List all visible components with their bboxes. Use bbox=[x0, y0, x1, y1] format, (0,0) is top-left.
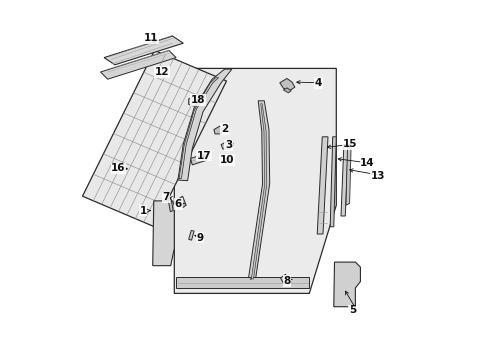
Polygon shape bbox=[176, 277, 309, 288]
Polygon shape bbox=[179, 196, 186, 208]
Polygon shape bbox=[152, 201, 174, 266]
Text: 17: 17 bbox=[197, 150, 211, 161]
Polygon shape bbox=[188, 230, 194, 240]
Text: 4: 4 bbox=[314, 78, 322, 88]
Polygon shape bbox=[188, 94, 201, 106]
Polygon shape bbox=[249, 104, 266, 279]
Text: 12: 12 bbox=[155, 67, 169, 77]
Text: 11: 11 bbox=[143, 33, 158, 43]
Text: 1: 1 bbox=[139, 206, 146, 216]
Text: 3: 3 bbox=[224, 140, 232, 150]
Text: 9: 9 bbox=[196, 233, 203, 243]
Polygon shape bbox=[104, 36, 183, 65]
Polygon shape bbox=[101, 50, 176, 79]
Polygon shape bbox=[280, 274, 288, 284]
Polygon shape bbox=[82, 50, 226, 227]
Polygon shape bbox=[190, 154, 206, 165]
Polygon shape bbox=[333, 262, 360, 307]
Polygon shape bbox=[178, 69, 231, 181]
Text: 2: 2 bbox=[221, 124, 228, 134]
Text: 14: 14 bbox=[360, 158, 374, 168]
Text: 18: 18 bbox=[191, 95, 205, 105]
Text: 8: 8 bbox=[283, 276, 290, 286]
Text: 5: 5 bbox=[348, 305, 355, 315]
Polygon shape bbox=[224, 156, 230, 163]
Polygon shape bbox=[317, 137, 327, 234]
Polygon shape bbox=[346, 148, 350, 205]
Polygon shape bbox=[179, 77, 218, 179]
Polygon shape bbox=[168, 199, 173, 212]
Text: 13: 13 bbox=[370, 171, 385, 181]
Polygon shape bbox=[329, 137, 336, 227]
Polygon shape bbox=[340, 144, 347, 216]
Polygon shape bbox=[213, 126, 223, 134]
Polygon shape bbox=[279, 78, 294, 91]
Text: 16: 16 bbox=[111, 163, 125, 174]
Text: 15: 15 bbox=[342, 139, 357, 149]
Polygon shape bbox=[221, 141, 230, 149]
Text: 10: 10 bbox=[220, 155, 234, 165]
Polygon shape bbox=[247, 101, 269, 281]
Text: 6: 6 bbox=[174, 199, 182, 209]
Polygon shape bbox=[283, 88, 291, 93]
Text: 7: 7 bbox=[162, 192, 169, 202]
Polygon shape bbox=[174, 68, 336, 293]
